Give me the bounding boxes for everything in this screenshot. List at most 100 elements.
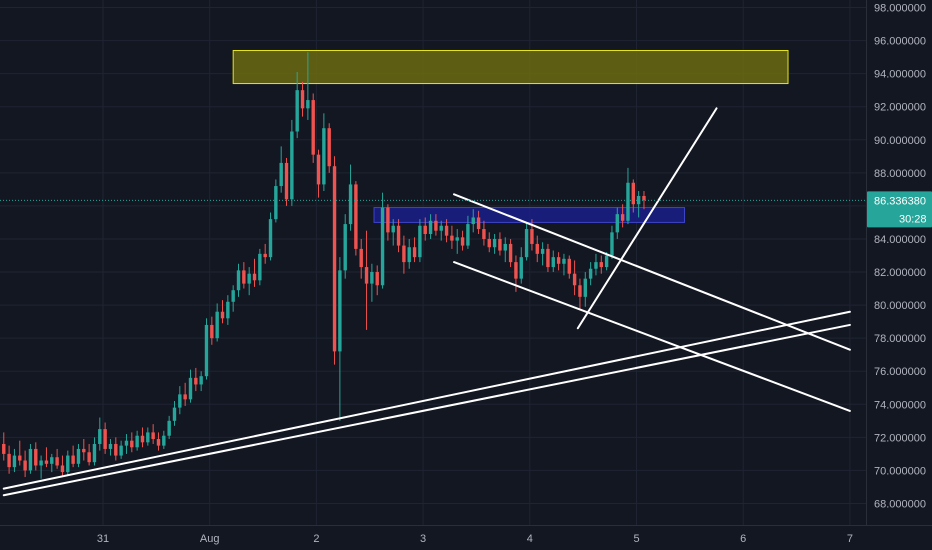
candle <box>194 367 198 392</box>
candle <box>44 447 49 468</box>
candle-body <box>12 455 17 468</box>
long-uptrend-line-upper[interactable] <box>2 310 851 490</box>
channel-lower-line[interactable] <box>453 261 851 412</box>
candle-body <box>412 247 417 258</box>
x-tick-label: 5 <box>633 533 639 545</box>
candle-body <box>450 235 454 241</box>
last-price-tag-background <box>867 191 932 228</box>
y-tick-label: 84.000000 <box>874 234 926 246</box>
candle-body <box>556 257 561 264</box>
candle <box>7 445 11 474</box>
y-tick-label: 76.000000 <box>874 366 926 378</box>
candle <box>242 262 246 289</box>
candle <box>402 235 406 274</box>
x-tick-label: 3 <box>420 533 426 545</box>
candle-body <box>108 443 113 449</box>
candle <box>364 230 369 330</box>
candle-body <box>583 278 587 297</box>
candle <box>172 400 177 426</box>
candle <box>444 219 449 243</box>
candle-body <box>604 255 609 268</box>
candle <box>92 437 97 466</box>
candle <box>423 217 427 241</box>
drawing-trendlines[interactable] <box>2 107 851 497</box>
resistance-zone[interactable] <box>232 49 789 85</box>
candle-body <box>348 184 353 225</box>
candle-body <box>156 439 161 446</box>
candle <box>306 52 310 120</box>
candle-body <box>428 220 433 235</box>
candle <box>626 167 630 225</box>
candle-body <box>66 455 70 473</box>
candle-body <box>610 232 614 256</box>
candle-body <box>210 324 214 339</box>
drawing-zones[interactable] <box>232 49 789 223</box>
candle-body <box>226 301 230 319</box>
candle <box>247 267 251 296</box>
candle <box>476 210 481 235</box>
candle-body <box>194 377 198 385</box>
candle-body <box>626 182 630 221</box>
candle <box>386 204 390 241</box>
candle-body <box>7 453 11 468</box>
candle-body <box>572 273 577 286</box>
candle-body <box>642 195 646 201</box>
candle <box>562 253 566 276</box>
candle <box>524 222 529 261</box>
channel-upper-line[interactable] <box>453 193 851 351</box>
axes <box>0 0 932 526</box>
candle-body <box>215 311 219 339</box>
candle-body <box>231 290 235 302</box>
candle <box>82 439 86 461</box>
candle <box>418 219 422 263</box>
candle <box>455 229 459 254</box>
y-tick-label: 94.000000 <box>874 69 926 81</box>
long-uptrend-line-lower[interactable] <box>2 323 851 497</box>
candle <box>274 179 278 223</box>
candle <box>583 272 587 307</box>
candle-body <box>514 262 518 279</box>
candle-body <box>119 445 123 456</box>
candle <box>204 318 209 380</box>
candle-body <box>380 207 385 286</box>
candle-body <box>423 225 427 235</box>
candles <box>2 52 646 479</box>
candle <box>327 123 331 173</box>
candle <box>594 253 598 276</box>
x-axis-ticks[interactable]: 31 Aug 2 3 4 5 6 7 <box>97 533 853 545</box>
candle-body <box>50 457 54 464</box>
support-zone[interactable] <box>373 207 686 223</box>
candle <box>610 225 614 259</box>
candle <box>572 260 577 296</box>
candle <box>642 191 646 210</box>
y-tick-label: 98.000000 <box>874 3 926 15</box>
candle-body <box>236 270 241 291</box>
candle-body <box>588 268 593 279</box>
candle <box>210 316 214 345</box>
candle-body <box>540 248 545 254</box>
candle <box>450 225 454 249</box>
candle-body <box>487 238 491 248</box>
candle <box>156 432 161 451</box>
candle-body <box>124 440 129 446</box>
candle <box>300 81 305 117</box>
candle-body <box>247 273 251 284</box>
breakout-trendline[interactable] <box>576 107 718 330</box>
candle <box>60 455 65 478</box>
candle <box>380 192 385 289</box>
candle-body <box>114 443 118 456</box>
candle <box>295 71 299 139</box>
candle-body <box>498 238 502 251</box>
candle-body <box>551 257 555 268</box>
candle-body <box>306 100 310 109</box>
candle <box>28 443 33 474</box>
candle-body <box>338 270 342 352</box>
candle-body <box>434 220 438 231</box>
candle <box>332 156 337 365</box>
candle-body <box>146 432 150 443</box>
y-tick-label: 82.000000 <box>874 267 926 279</box>
candle-body <box>44 460 49 464</box>
candle-body <box>524 229 529 258</box>
